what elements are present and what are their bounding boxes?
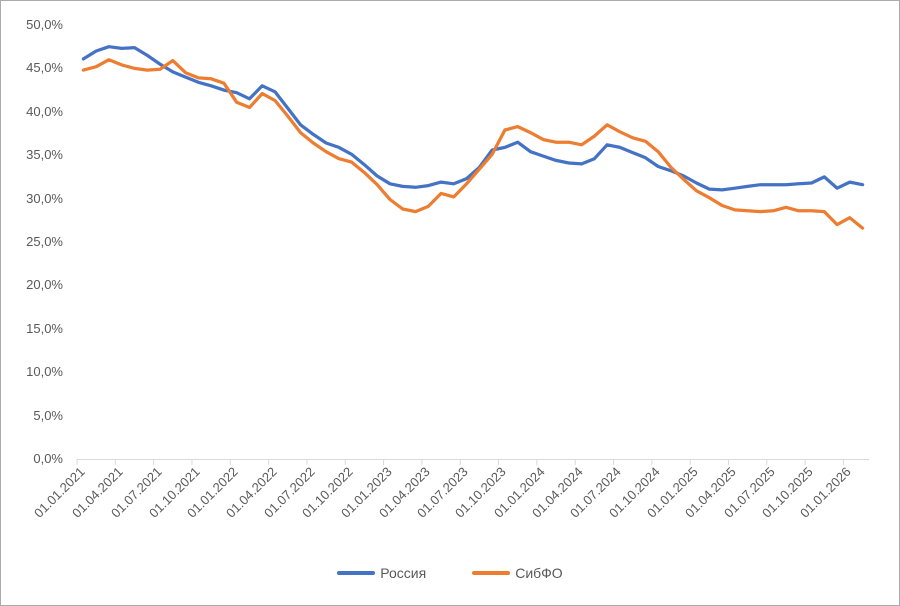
y-axis-tick-label: 30,0% [26, 190, 63, 206]
legend-item-sibfo: СибФО [472, 565, 563, 581]
legend-line-swatch-orange [472, 571, 511, 575]
y-axis-tick-label: 10,0% [26, 364, 63, 380]
y-axis-tick-label: 5,0% [33, 407, 63, 423]
y-axis-tick-label: 0,0% [33, 451, 63, 466]
y-axis-tick-label: 40,0% [26, 103, 63, 119]
legend-item-russia: Россия [337, 565, 426, 581]
y-axis-tick-label: 25,0% [26, 234, 63, 249]
series-line-СибФО [81, 58, 865, 230]
y-axis-tick-label: 45,0% [26, 60, 63, 76]
y-axis-tick-label: 15,0% [26, 320, 63, 336]
legend-label: СибФО [515, 565, 563, 581]
y-axis-tick-label: 35,0% [26, 147, 63, 163]
y-axis-tick-label: 20,0% [26, 277, 63, 293]
y-axis-tick-label: 50,0% [26, 17, 63, 32]
chart-legend: Россия СибФО [1, 565, 899, 581]
series-line-Россия [81, 45, 865, 192]
legend-label: Россия [380, 565, 427, 581]
legend-line-swatch-blue [337, 571, 376, 575]
